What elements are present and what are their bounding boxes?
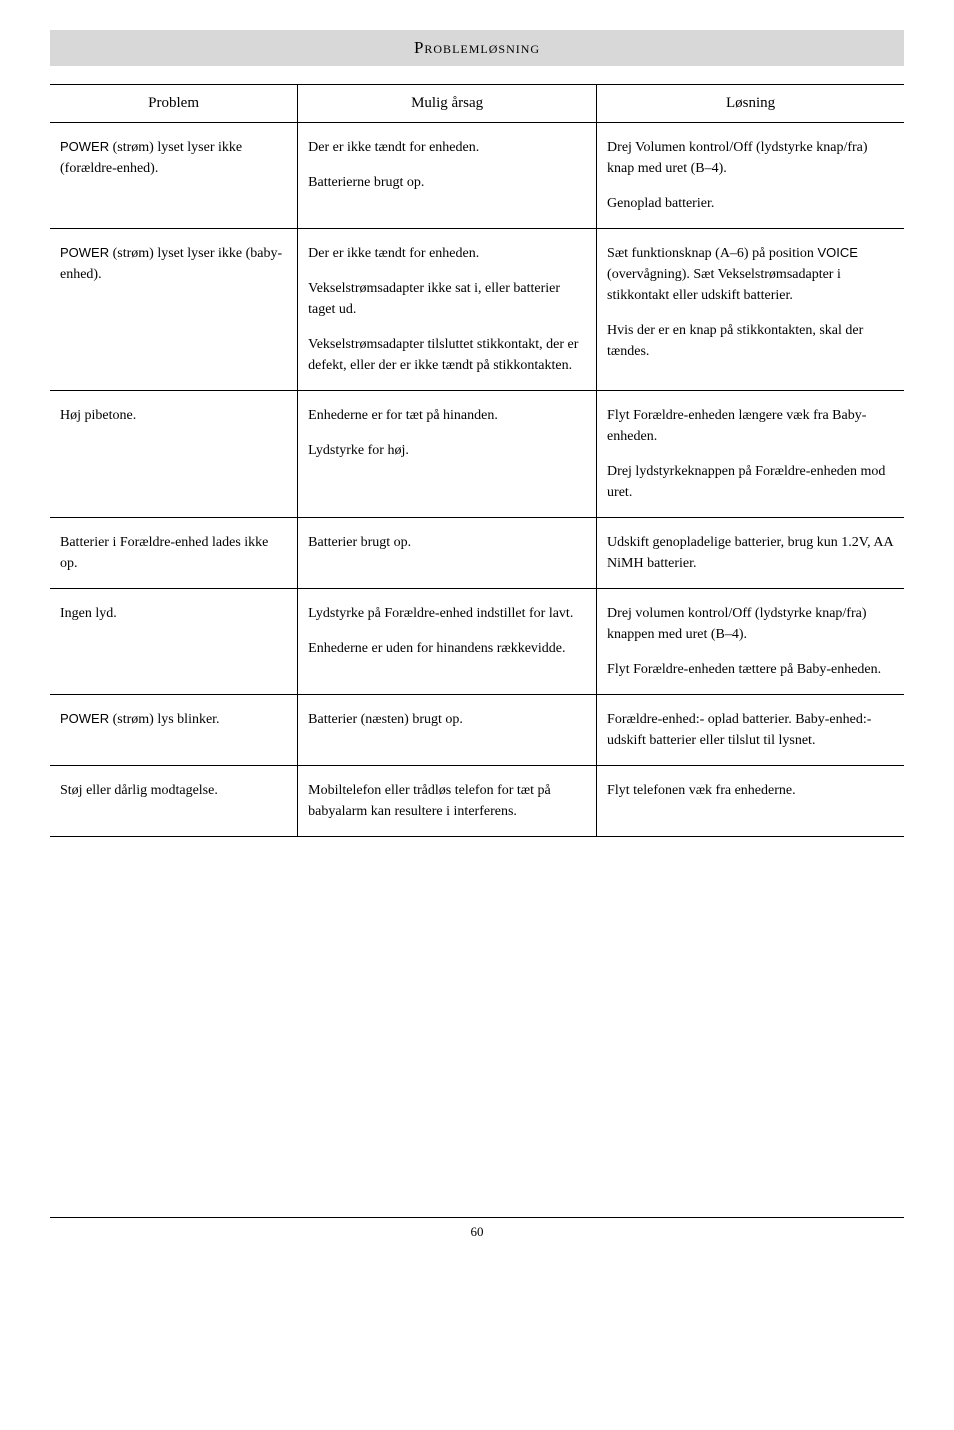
table-row: POWER (strøm) lys blinker.Batterier (næs… — [50, 695, 904, 766]
cell-solution: Drej volumen kontrol/Off (lydstyrke knap… — [597, 589, 904, 695]
table-row: Ingen lyd.Lydstyrke på Forældre-enhed in… — [50, 589, 904, 695]
cell-cause: Der er ikke tændt for enheden.Batteriern… — [298, 123, 597, 229]
page-number: 60 — [50, 1217, 904, 1240]
cell-problem: POWER (strøm) lyset lyser ikke (baby-enh… — [50, 229, 298, 391]
page-header: Problemløsning — [50, 30, 904, 66]
cell-problem: POWER (strøm) lys blinker. — [50, 695, 298, 766]
cell-cause: Enhederne er for tæt på hinanden.Lydstyr… — [298, 391, 597, 518]
cell-solution: Flyt telefonen væk fra enhederne. — [597, 766, 904, 837]
cell-cause: Batterier (næsten) brugt op. — [298, 695, 597, 766]
table-row: Støj eller dårlig modtagelse.Mobiltelefo… — [50, 766, 904, 837]
table-header-row: Problem Mulig årsag Løsning — [50, 85, 904, 123]
troubleshooting-table: Problem Mulig årsag Løsning POWER (strøm… — [50, 84, 904, 837]
cell-problem: POWER (strøm) lyset lyser ikke (forældre… — [50, 123, 298, 229]
cell-cause: Mobiltelefon eller trådløs telefon for t… — [298, 766, 597, 837]
header-cause: Mulig årsag — [298, 85, 597, 123]
table-row: Batterier i Forældre-enhed lades ikke op… — [50, 518, 904, 589]
cell-cause: Batterier brugt op. — [298, 518, 597, 589]
cell-cause: Der er ikke tændt for enheden.Vekselstrø… — [298, 229, 597, 391]
cell-problem: Batterier i Forældre-enhed lades ikke op… — [50, 518, 298, 589]
header-solution: Løsning — [597, 85, 904, 123]
cell-solution: Drej Volumen kontrol/Off (lydstyrke knap… — [597, 123, 904, 229]
cell-cause: Lydstyrke på Forældre-enhed indstillet f… — [298, 589, 597, 695]
cell-solution: Flyt Forældre-enheden længere væk fra Ba… — [597, 391, 904, 518]
cell-problem: Høj pibetone. — [50, 391, 298, 518]
table-row: POWER (strøm) lyset lyser ikke (baby-enh… — [50, 229, 904, 391]
cell-solution: Sæt funktionsknap (A–6) på position VOIC… — [597, 229, 904, 391]
table-row: POWER (strøm) lyset lyser ikke (forældre… — [50, 123, 904, 229]
cell-solution: Forældre-enhed:- oplad batterier. Baby-e… — [597, 695, 904, 766]
header-problem: Problem — [50, 85, 298, 123]
cell-solution: Udskift genopladelige batterier, brug ku… — [597, 518, 904, 589]
cell-problem: Ingen lyd. — [50, 589, 298, 695]
page-title: Problemløsning — [50, 38, 904, 58]
table-row: Høj pibetone.Enhederne er for tæt på hin… — [50, 391, 904, 518]
cell-problem: Støj eller dårlig modtagelse. — [50, 766, 298, 837]
